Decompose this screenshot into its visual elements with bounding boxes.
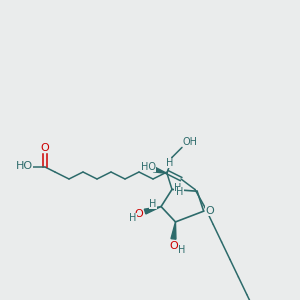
Polygon shape — [144, 207, 161, 214]
Text: H: H — [149, 199, 157, 208]
Polygon shape — [171, 222, 176, 239]
Text: HO: HO — [140, 162, 155, 172]
Text: HO: HO — [15, 161, 33, 171]
Polygon shape — [153, 167, 167, 173]
Text: O: O — [169, 241, 178, 251]
Text: H: H — [174, 183, 182, 193]
Text: OH: OH — [182, 137, 197, 147]
Text: H: H — [176, 188, 184, 197]
Text: O: O — [205, 206, 214, 216]
Text: O: O — [40, 143, 50, 153]
Text: O: O — [135, 208, 143, 219]
Text: H: H — [178, 245, 185, 255]
Text: H: H — [129, 213, 137, 223]
Text: H: H — [166, 158, 174, 168]
